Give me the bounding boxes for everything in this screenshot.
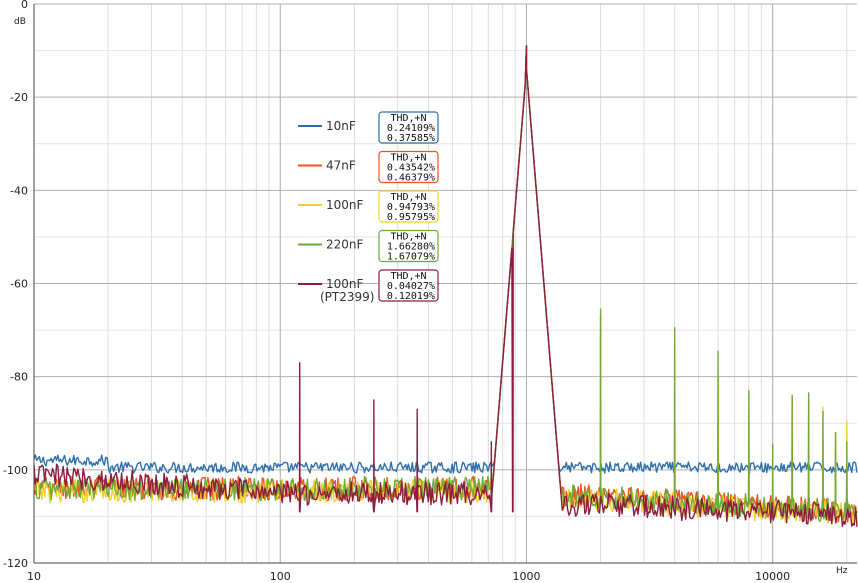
legend-label: 47nF: [326, 159, 356, 173]
thd-value: 1.66280%: [387, 242, 435, 253]
y-tick-label: -100: [3, 464, 28, 477]
series-line-4: [33, 45, 858, 527]
legend-label: 10nF: [326, 119, 356, 133]
y-tick-label: -20: [10, 91, 28, 104]
thd-n-value: 0.12019%: [387, 291, 435, 302]
legend-label: (PT2399): [320, 290, 374, 304]
y-tick-label: -80: [10, 371, 28, 384]
thd-n-value: 1.67079%: [387, 252, 435, 263]
thd-title: THD,+N: [390, 232, 426, 243]
thd-box: [378, 229, 439, 263]
legend-item: 47nF THD,+N0.43542%0.46379%: [298, 150, 439, 184]
thd-title: THD,+N: [390, 192, 426, 203]
legend-item: 10nF THD,+N0.24109%0.37585%: [298, 111, 439, 144]
y-tick-label: -120: [3, 557, 28, 570]
thd-box: [378, 150, 439, 184]
legend-label: 100nF: [326, 198, 364, 212]
y-tick-label: -40: [10, 184, 28, 197]
thd-box: [378, 111, 439, 144]
x-unit-label: Hz: [836, 566, 848, 576]
x-tick-label: 1000: [512, 570, 540, 583]
thd-box: [378, 269, 439, 302]
x-tick-label: 100: [270, 570, 291, 583]
legend-label: 220nF: [326, 238, 364, 252]
y-unit-label: dB: [14, 17, 26, 27]
thd-title: THD,+N: [390, 153, 426, 164]
y-tick-label: -60: [10, 278, 28, 291]
legend-item: 220nF THD,+N1.66280%1.67079%: [298, 229, 439, 263]
thd-value: 0.94793%: [387, 202, 435, 213]
legend-item: 100nF THD,+N0.94793%0.95795%: [298, 190, 439, 223]
thd-title: THD,+N: [390, 271, 426, 282]
x-tick-label: 10: [27, 570, 41, 583]
thd-value: 0.43542%: [387, 163, 435, 174]
legend-label: 100nF: [326, 277, 364, 291]
series-line-0: [33, 45, 858, 474]
x-tick-label: 10000: [755, 570, 790, 583]
thd-title: THD,+N: [390, 113, 426, 124]
thd-box: [378, 190, 439, 223]
thd-n-value: 0.37585%: [387, 133, 435, 144]
y-tick-label: 0: [21, 0, 28, 11]
thd-n-value: 0.46379%: [387, 173, 435, 184]
thd-n-value: 0.95795%: [387, 212, 435, 223]
series-layer: [33, 45, 858, 527]
legend: 10nFTHD,+N0.24109%0.37585%47nFTHD,+N0.43…: [298, 111, 439, 304]
thd-value: 0.04027%: [387, 281, 435, 292]
thd-value: 0.24109%: [387, 123, 435, 134]
legend-item: 100nF(PT2399) THD,+N0.04027%0.12019%: [298, 269, 439, 304]
